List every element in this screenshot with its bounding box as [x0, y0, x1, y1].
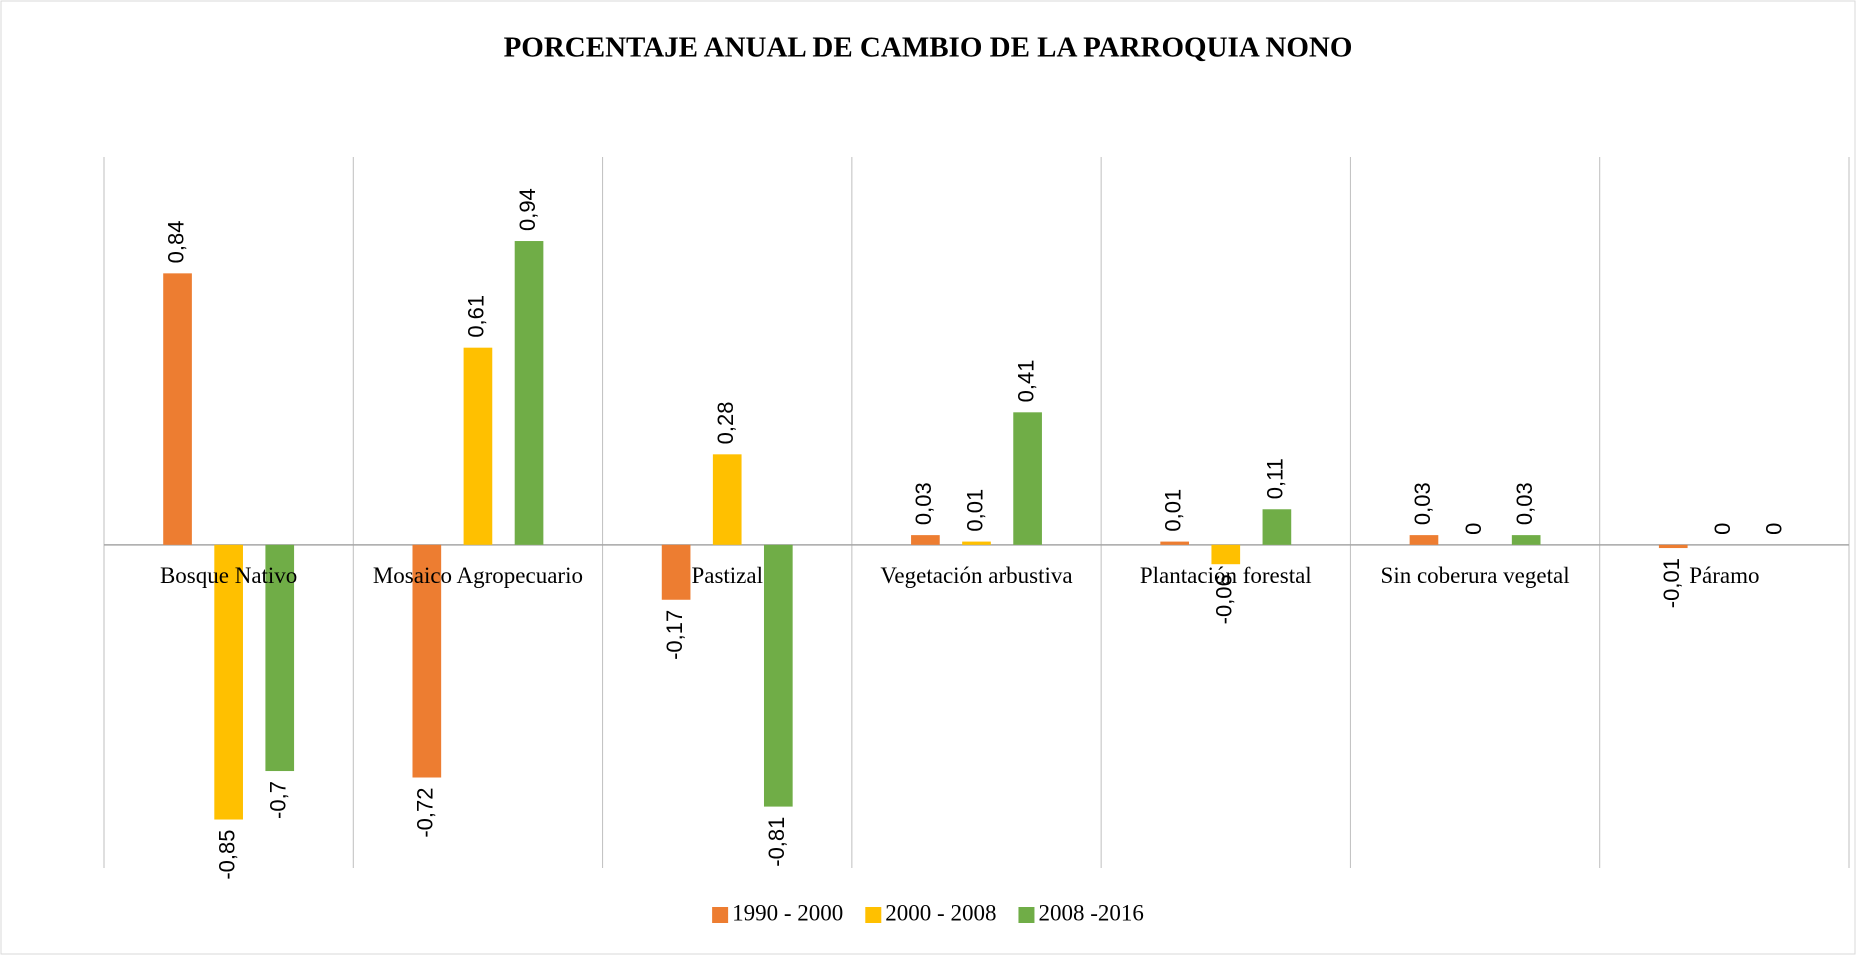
chart-title: PORCENTAJE ANUAL DE CAMBIO DE LA PARROQU… [504, 32, 1353, 64]
data-label: 0,84 [163, 221, 188, 264]
data-label: 0 [1710, 523, 1735, 535]
x-tick-label: Vegetación arbustiva [880, 563, 1072, 588]
bar [214, 544, 243, 820]
legend-swatch [1018, 907, 1035, 923]
data-label: 0,28 [713, 401, 738, 444]
data-label: -0,06 [1212, 574, 1237, 624]
data-label: -0,17 [662, 610, 687, 660]
bar [1409, 535, 1439, 545]
bar [1262, 509, 1292, 545]
bar [514, 241, 544, 545]
bar [962, 541, 991, 545]
x-tick-label: Bosque Nativo [160, 563, 297, 588]
bar [661, 544, 691, 600]
bar [712, 454, 742, 545]
x-tick-label: Páramo [1689, 563, 1759, 588]
bar [463, 347, 493, 545]
data-label: 0,11 [1263, 458, 1288, 499]
data-label: 0,94 [515, 188, 540, 231]
data-label: 0,01 [962, 489, 987, 532]
x-tick-label: Pastizal [691, 563, 763, 588]
data-label: -0,01 [1659, 558, 1684, 608]
data-label: 0,03 [911, 482, 936, 525]
legend-swatch [712, 907, 729, 923]
data-label: 0,03 [1512, 482, 1537, 525]
x-tick-label: Sin coberura vegetal [1381, 563, 1570, 588]
data-label: -0,72 [413, 788, 438, 838]
bar [763, 544, 793, 807]
bar [412, 544, 442, 778]
data-label: 0,03 [1410, 482, 1435, 525]
legend-label: 2008 -2016 [1038, 900, 1143, 925]
bar [1160, 541, 1190, 545]
bar [163, 273, 192, 545]
data-label: 0,61 [464, 295, 489, 338]
data-label: 0 [1461, 523, 1486, 535]
legend-swatch [865, 907, 882, 923]
bar [1658, 544, 1688, 549]
data-label: -0,7 [266, 781, 291, 819]
bar [1013, 412, 1042, 545]
data-label: 0,41 [1013, 359, 1038, 402]
bar [1211, 544, 1241, 565]
bar [1511, 535, 1541, 545]
data-label: 0 [1761, 523, 1786, 535]
legend-label: 1990 - 2000 [732, 900, 843, 925]
bar [911, 535, 940, 545]
bar [265, 544, 295, 772]
data-label: -0,81 [764, 817, 789, 867]
x-tick-label: Plantación forestal [1140, 563, 1312, 588]
data-label: -0,85 [214, 830, 239, 880]
data-label: 0,01 [1160, 489, 1185, 532]
legend-label: 2000 - 2008 [885, 900, 996, 925]
x-tick-label: Mosaico Agropecuario [373, 563, 583, 588]
